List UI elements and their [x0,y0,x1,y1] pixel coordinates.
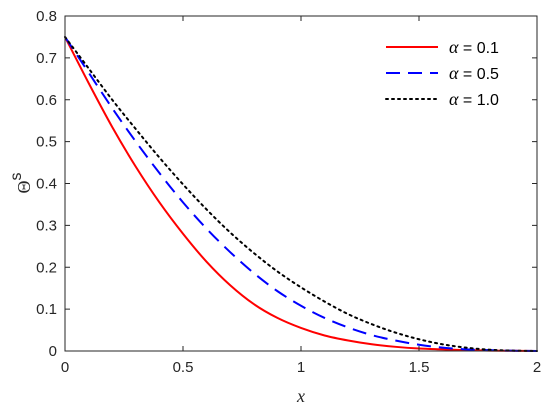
legend-value: = 0.5 [458,66,499,83]
y-axis-label: Θs [8,173,34,194]
y-axis: 0 0.1 0.2 0.3 0.4 0.5 0.6 0.7 0.8 [36,8,537,360]
y-tick-label: 0 [49,343,57,360]
legend-symbol: α [449,37,459,57]
legend-label: α = 0.1 [449,37,499,57]
x-axis-label: x [296,386,305,406]
series-line-2 [64,35,538,352]
y-tick-label: 0.6 [36,92,57,109]
y-tick-label: 0.1 [36,301,57,318]
legend-symbol: α [449,63,459,83]
y-tick-label: 0.5 [36,134,57,151]
x-tick-label: 0 [61,359,69,376]
series-line-0 [64,36,538,352]
x-tick-label: 2 [533,359,541,376]
x-axis: 0 0.5 1 1.5 2 [61,16,541,376]
series-line-1 [64,36,538,352]
y-tick-label: 0.2 [36,259,57,276]
x-tick-label: 0.5 [173,359,194,376]
legend-label: α = 0.5 [449,63,499,83]
series-layer [64,35,538,352]
legend-value: = 0.1 [458,40,499,57]
y-tick-label: 0.8 [36,8,57,25]
y-tick-label: 0.7 [36,50,57,67]
y-tick-label: 0.4 [36,176,57,193]
legend-value: = 1.0 [458,92,499,109]
legend: α = 0.1α = 0.5α = 1.0 [385,37,499,109]
legend-symbol: α [449,89,459,109]
y-axis-superscript: s [8,173,25,181]
y-axis-symbol: Θ [14,181,34,194]
x-tick-label: 1 [297,359,305,376]
y-tick-label: 0.3 [36,217,57,234]
plot-area [65,16,537,351]
legend-label: α = 1.0 [449,89,499,109]
x-tick-label: 1.5 [409,359,430,376]
